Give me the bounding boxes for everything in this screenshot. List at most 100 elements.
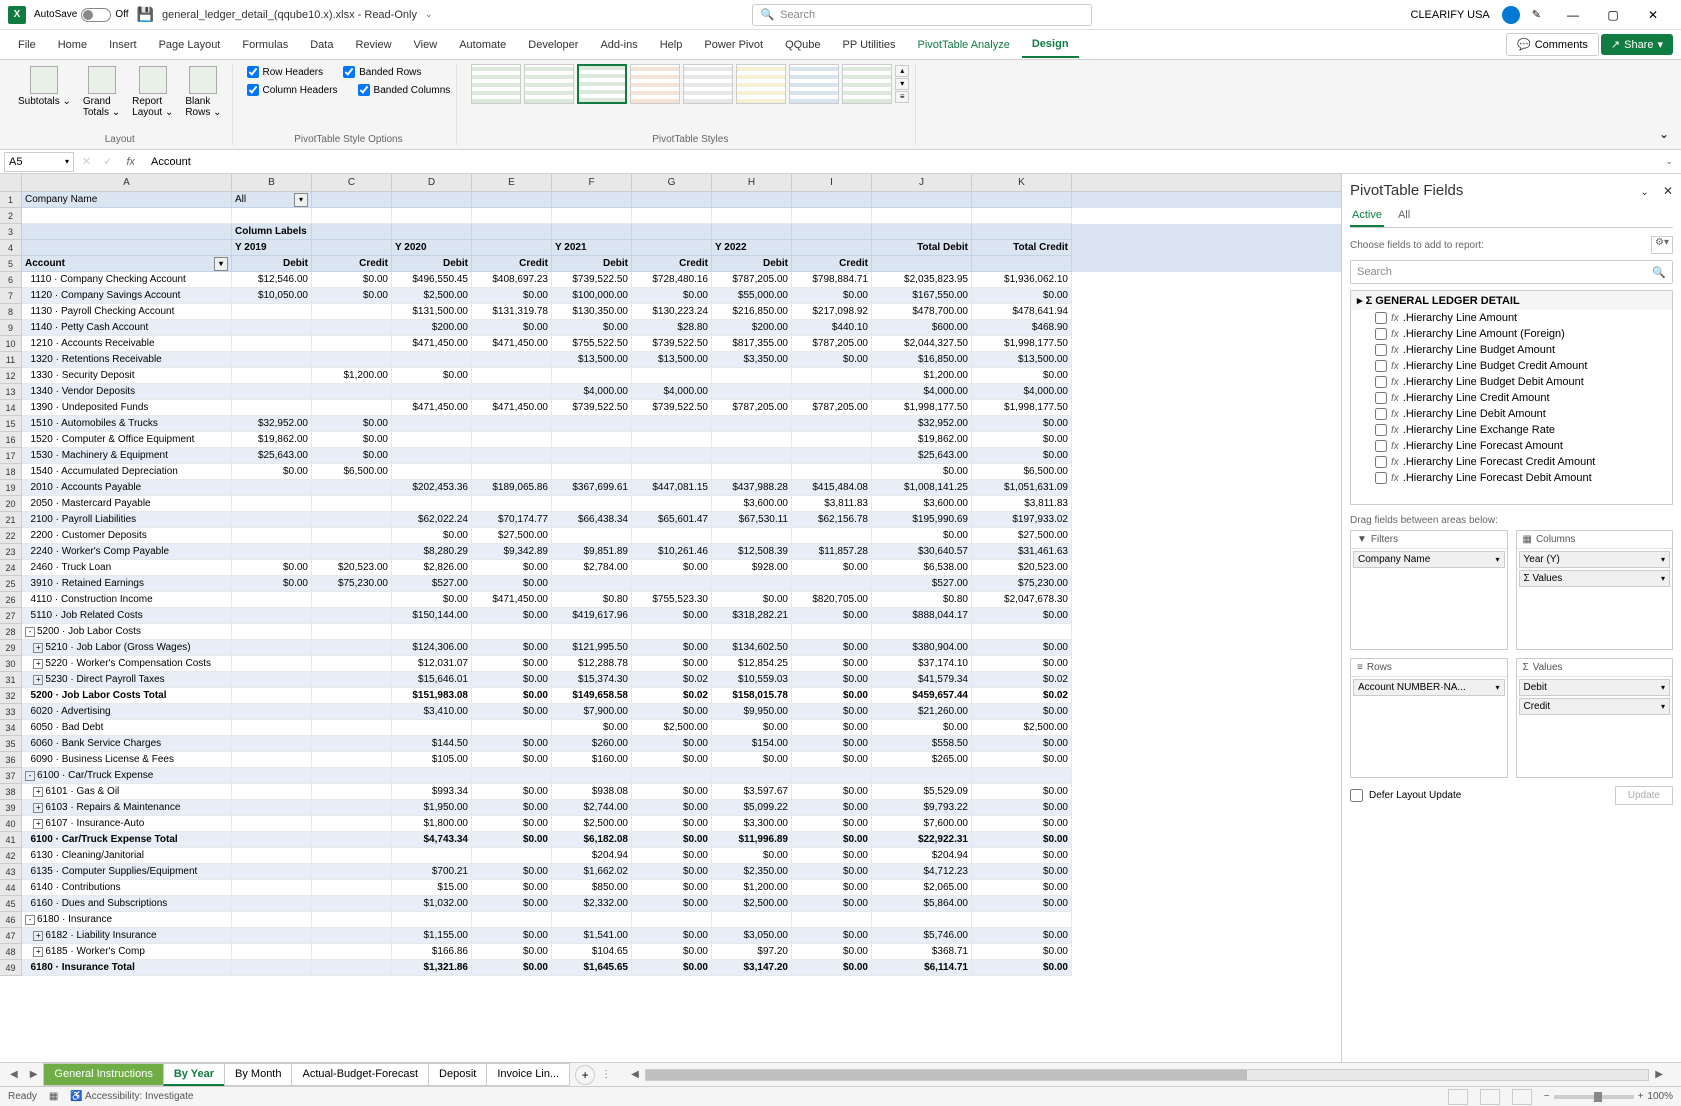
sheet-tab-deposit[interactable]: Deposit [428, 1063, 487, 1086]
column-header-K[interactable]: K [972, 174, 1072, 191]
defer-checkbox[interactable] [1350, 789, 1363, 802]
ribbon-tab-pivottable-analyze[interactable]: PivotTable Analyze [908, 33, 1020, 57]
row-header[interactable]: 46 [0, 912, 22, 928]
row-header[interactable]: 32 [0, 688, 22, 704]
row-header[interactable]: 13 [0, 384, 22, 400]
table-row[interactable]: 4Y 2019Y 2020Y 2021Y 2022Total DebitTota… [0, 240, 1341, 256]
table-row[interactable]: 41 6100 · Car/Truck Expense Total$4,743.… [0, 832, 1341, 848]
zoom-out-button[interactable]: − [1544, 1091, 1550, 1102]
row-header[interactable]: 37 [0, 768, 22, 784]
table-row[interactable]: 1Company NameAll▾ [0, 192, 1341, 208]
area-item[interactable]: Debit▾ [1519, 679, 1671, 696]
row-header[interactable]: 27 [0, 608, 22, 624]
update-button[interactable]: Update [1615, 786, 1673, 805]
sheet-tab-by-year[interactable]: By Year [163, 1063, 225, 1086]
table-row[interactable]: 23 2240 · Worker's Comp Payable$8,280.29… [0, 544, 1341, 560]
column-header-A[interactable]: A [22, 174, 232, 191]
table-row[interactable]: 35 6060 · Bank Service Charges$144.50$0.… [0, 736, 1341, 752]
sheet-tab-by-month[interactable]: By Month [224, 1063, 292, 1086]
row-header[interactable]: 10 [0, 336, 22, 352]
ribbon-tab-page-layout[interactable]: Page Layout [149, 33, 231, 57]
table-row[interactable]: 19 2010 · Accounts Payable$202,453.36$18… [0, 480, 1341, 496]
field-search-input[interactable]: Search 🔍 [1350, 260, 1673, 284]
search-input[interactable]: 🔍 Search [752, 4, 1092, 26]
pane-close-icon[interactable]: ✕ [1663, 184, 1673, 198]
table-row[interactable]: 2 [0, 208, 1341, 224]
row-header[interactable]: 23 [0, 544, 22, 560]
sheet-nav-prev[interactable]: ◀ [4, 1069, 24, 1080]
table-row[interactable]: 36 6090 · Business License & Fees$105.00… [0, 752, 1341, 768]
table-row[interactable]: 42 6130 · Cleaning/Janitorial$204.94$0.0… [0, 848, 1341, 864]
row-header[interactable]: 3 [0, 224, 22, 240]
column-headers-checkbox[interactable]: Column Headers [247, 82, 338, 98]
table-row[interactable]: 46-6180 · Insurance [0, 912, 1341, 928]
blank-rows-button[interactable]: BlankRows ⌄ [181, 64, 225, 120]
table-row[interactable]: 8 1130 · Payroll Checking Account$131,50… [0, 304, 1341, 320]
table-row[interactable]: 7 1120 · Company Savings Account$10,050.… [0, 288, 1341, 304]
banded-columns-checkbox[interactable]: Banded Columns [358, 82, 451, 98]
pane-tab-active[interactable]: Active [1350, 205, 1384, 227]
filename-dropdown-icon[interactable]: ⌄ [425, 9, 433, 20]
row-header[interactable]: 20 [0, 496, 22, 512]
subtotals-button[interactable]: Subtotals ⌄ [14, 64, 75, 109]
row-header[interactable]: 17 [0, 448, 22, 464]
row-header[interactable]: 26 [0, 592, 22, 608]
row-header[interactable]: 38 [0, 784, 22, 800]
view-break-button[interactable] [1512, 1089, 1532, 1105]
row-header[interactable]: 25 [0, 576, 22, 592]
ribbon-tab-insert[interactable]: Insert [99, 33, 147, 57]
row-header[interactable]: 18 [0, 464, 22, 480]
ribbon-tab-automate[interactable]: Automate [449, 33, 516, 57]
view-page-button[interactable] [1480, 1089, 1500, 1105]
close-button[interactable]: ✕ [1633, 1, 1673, 29]
banded-rows-checkbox[interactable]: Banded Rows [343, 64, 421, 80]
field-item[interactable]: fx .Hierarchy Line Amount (Foreign) [1351, 326, 1672, 342]
table-row[interactable]: 22 2200 · Customer Deposits$0.00$27,500.… [0, 528, 1341, 544]
select-all-corner[interactable] [0, 174, 22, 191]
avatar[interactable] [1502, 6, 1520, 24]
table-row[interactable]: 17 1530 · Machinery & Equipment$25,643.0… [0, 448, 1341, 464]
row-header[interactable]: 5 [0, 256, 22, 272]
row-headers-checkbox[interactable]: Row Headers [247, 64, 324, 80]
table-row[interactable]: 28-5200 · Job Labor Costs [0, 624, 1341, 640]
field-item[interactable]: fx .Hierarchy Line Exchange Rate [1351, 422, 1672, 438]
ribbon-tab-qqube[interactable]: QQube [775, 33, 830, 57]
row-header[interactable]: 45 [0, 896, 22, 912]
table-row[interactable]: 11 1320 · Retentions Receivable$13,500.0… [0, 352, 1341, 368]
save-icon[interactable]: 💾 [137, 6, 154, 23]
row-header[interactable]: 22 [0, 528, 22, 544]
field-item[interactable]: fx .Hierarchy Line Amount [1351, 310, 1672, 326]
row-header[interactable]: 15 [0, 416, 22, 432]
row-header[interactable]: 6 [0, 272, 22, 288]
table-row[interactable]: 29 +5210 · Job Labor (Gross Wages)$124,3… [0, 640, 1341, 656]
table-row[interactable]: 14 1390 · Undeposited Funds$471,450.00$4… [0, 400, 1341, 416]
table-row[interactable]: 48 +6185 · Worker's Comp$166.86$0.00$104… [0, 944, 1341, 960]
ribbon-collapse-icon[interactable]: ⌄ [1655, 123, 1673, 145]
table-row[interactable]: 39 +6103 · Repairs & Maintenance$1,950.0… [0, 800, 1341, 816]
field-item[interactable]: fx .Hierarchy Line Budget Amount [1351, 342, 1672, 358]
row-header[interactable]: 16 [0, 432, 22, 448]
rows-area[interactable]: ≡ Rows Account NUMBER·NA...▾ [1350, 658, 1508, 778]
table-row[interactable]: 31 +5230 · Direct Payroll Taxes$15,646.0… [0, 672, 1341, 688]
row-header[interactable]: 49 [0, 960, 22, 976]
ribbon-tab-home[interactable]: Home [48, 33, 97, 57]
zoom-in-button[interactable]: + [1638, 1091, 1644, 1102]
add-sheet-button[interactable]: + [575, 1065, 595, 1085]
cancel-icon[interactable]: ✕ [78, 155, 95, 168]
table-row[interactable]: 9 1140 · Petty Cash Account$200.00$0.00$… [0, 320, 1341, 336]
formula-input[interactable] [145, 152, 1657, 172]
username[interactable]: CLEARIFY USA [1411, 9, 1490, 21]
column-header-H[interactable]: H [712, 174, 792, 191]
table-row[interactable]: 37-6100 · Car/Truck Expense [0, 768, 1341, 784]
row-header[interactable]: 43 [0, 864, 22, 880]
row-header[interactable]: 21 [0, 512, 22, 528]
row-header[interactable]: 19 [0, 480, 22, 496]
column-header-D[interactable]: D [392, 174, 472, 191]
filters-area[interactable]: ▼ Filters Company Name▾ [1350, 530, 1508, 650]
autosave-toggle[interactable]: AutoSave Off [34, 8, 129, 22]
pane-tab-all[interactable]: All [1396, 205, 1412, 227]
row-header[interactable]: 9 [0, 320, 22, 336]
ribbon-tab-formulas[interactable]: Formulas [232, 33, 298, 57]
row-header[interactable]: 47 [0, 928, 22, 944]
row-header[interactable]: 12 [0, 368, 22, 384]
